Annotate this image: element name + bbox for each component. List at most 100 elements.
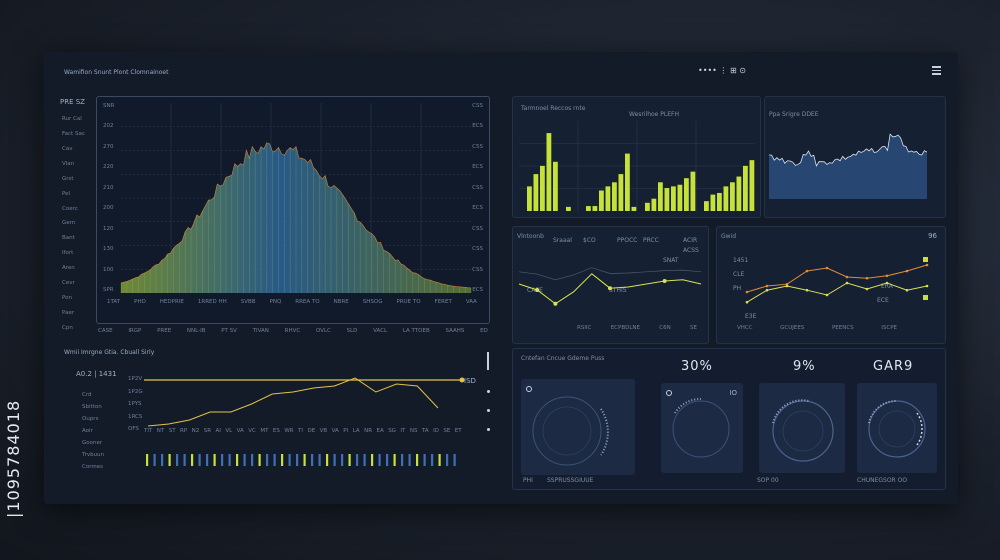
marker-bar (161, 454, 164, 466)
x-tick: LA (352, 428, 360, 434)
bottom-left-x-ticks: TIT NT ST RP N2 SR AI VL VA VC MT ES WR TI DE VB VA PI LA N… (144, 428, 462, 434)
marker-bar (333, 454, 336, 466)
line-point (765, 284, 769, 288)
bar (690, 171, 696, 211)
line-point (553, 301, 558, 306)
footer-tick: ISCPE (881, 325, 897, 331)
side-item: Bant (62, 235, 75, 242)
x-tick: PRUE TO (396, 299, 421, 305)
line-series-orange (746, 264, 928, 293)
area-outline (768, 133, 928, 168)
x-tick: EA (376, 428, 384, 434)
gauge-2: IO (661, 383, 743, 473)
y-tick: 1RCS (128, 413, 143, 420)
marker-bar (311, 454, 314, 466)
gauge-footer-4: CHUNEGSOR OO (857, 477, 908, 484)
marker-bar (228, 454, 231, 466)
footer-tick: C6N (659, 325, 671, 331)
side-item: Rur Cal (62, 116, 82, 122)
x-tick: SE (443, 428, 451, 434)
marker-bar (243, 454, 246, 466)
main-chart-side-items: Rur Cal Fact Sac Cav Vlan Grst Pel Coerc Gern Ba… (62, 116, 85, 331)
stat-gar: GAR9 (873, 359, 914, 374)
chart-label: E3E (745, 313, 757, 320)
marker-bar (296, 454, 299, 466)
marker-bar (288, 454, 291, 466)
area-fill (769, 134, 927, 199)
bar (710, 194, 716, 211)
bar (717, 192, 722, 211)
x-tick: TIT (144, 428, 153, 434)
bar (645, 202, 650, 211)
marker-bar (273, 454, 276, 466)
footer-tick: VACL (373, 328, 388, 334)
x-tick: VB (319, 428, 328, 434)
y-tick-right: CSS (472, 266, 483, 273)
line-point (662, 279, 667, 283)
x-tick: ST (168, 428, 176, 434)
gauge-1 (521, 379, 635, 475)
legend-item: CLE (733, 271, 745, 278)
bar (743, 165, 748, 211)
main-chart-y-ticks: SNR 202 270 220 210 200 120 130 100 SPR (103, 103, 114, 293)
bar (592, 206, 598, 211)
x-tick: 1RRED HH (197, 299, 227, 305)
marker-bar (356, 454, 359, 466)
y-tick-right: CSS (472, 184, 483, 191)
line-point (845, 281, 849, 285)
side-item: Aren (62, 265, 75, 272)
line-point (925, 263, 929, 267)
legend-swatch (923, 295, 928, 300)
bar (618, 174, 624, 211)
x-tick: SG (388, 428, 396, 434)
gauge-4 (857, 383, 937, 473)
side-item: Trvbuun (82, 452, 105, 458)
line-point (535, 288, 540, 292)
x-tick: VL (225, 428, 233, 434)
footer-tick: SE (690, 325, 697, 331)
side-item: Fact Sac (62, 130, 85, 137)
line-point (905, 288, 909, 292)
gauge-footer-3: SOP 00 (757, 477, 779, 484)
line2-footer: VHCC GCUJEES PEENCS ISCPE (737, 325, 897, 331)
side-item: Cpn (62, 324, 73, 331)
x-tick: VA (331, 428, 339, 434)
y-tick: 270 (103, 143, 114, 150)
side-item: Aoir (82, 428, 93, 434)
legend-item: ERA (881, 283, 893, 290)
legend-item: 1451 (733, 257, 749, 264)
y-tick: 130 (103, 246, 114, 253)
y-tick-right: CSS (472, 103, 483, 109)
gauge-2-dial (666, 390, 730, 458)
bar (684, 178, 689, 211)
gauge-panel-title: Cntefan Cncue Gdeme Puss (521, 355, 605, 362)
y-tick: SPR (103, 286, 114, 293)
main-chart-side-label: PRE SZ (60, 98, 85, 106)
legend-item: ACIR (683, 237, 698, 244)
side-item: Cav (62, 145, 73, 152)
x-tick: MT (260, 428, 269, 434)
scroll-dots[interactable] (484, 352, 492, 452)
line-series (147, 377, 439, 427)
stat-9: 9% (793, 359, 816, 374)
bar (631, 206, 637, 211)
marker-bar (401, 454, 404, 466)
bar (553, 161, 558, 211)
hamburger-icon[interactable] (932, 66, 941, 75)
marker-bar (371, 454, 374, 466)
marker-bar (431, 454, 434, 466)
line-point (745, 290, 749, 294)
y-tick: 202 (103, 123, 114, 130)
bar (625, 153, 630, 211)
x-tick: PI (343, 428, 349, 434)
y-tick: 1PYS (128, 401, 142, 407)
line-series-secondary (518, 267, 702, 281)
x-tick: VC (248, 428, 256, 434)
marker-bar (176, 454, 179, 466)
marker-bar (206, 454, 209, 466)
side-item: Gooner (82, 440, 103, 446)
footer-tick: ED (480, 328, 488, 334)
legend-item: PH (733, 285, 742, 292)
bottom-left-marker-bars (146, 454, 456, 466)
gauge-footer-1: PHI (523, 477, 533, 484)
